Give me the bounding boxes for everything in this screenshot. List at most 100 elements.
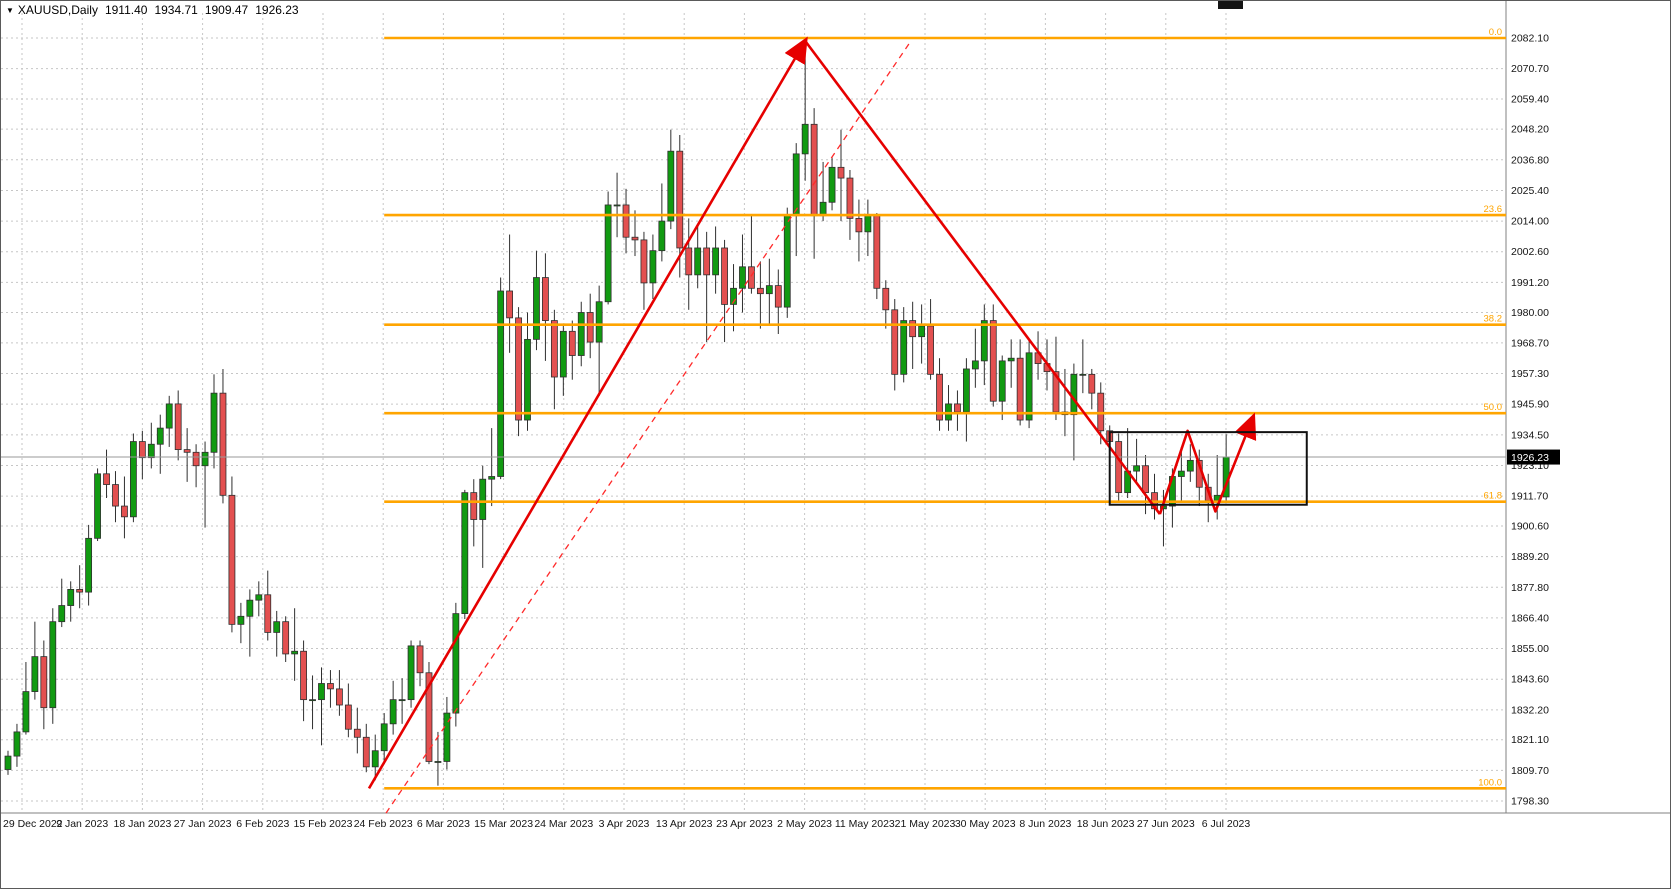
candle-body xyxy=(147,443,155,459)
trendline-uptrend[interactable] xyxy=(367,36,808,790)
candle-body xyxy=(649,250,657,284)
candle-body xyxy=(237,615,245,625)
time-axis-label: 6 Mar 2023 xyxy=(417,818,470,830)
candle-body xyxy=(891,309,899,375)
candle-body xyxy=(1133,465,1140,472)
fibonacci-level-label: 61.8 xyxy=(1484,491,1503,502)
price-axis-label: 2070.70 xyxy=(1511,63,1549,75)
candle-body xyxy=(980,320,988,362)
candle-body xyxy=(362,736,370,768)
candle-body xyxy=(694,247,702,276)
candle-body xyxy=(94,473,101,539)
candle-body xyxy=(739,266,746,289)
candle-body xyxy=(434,761,442,763)
time-axis-label: 15 Mar 2023 xyxy=(474,818,533,830)
candle-body xyxy=(31,656,39,692)
candle-body xyxy=(837,166,845,179)
candle-body xyxy=(685,247,693,276)
candle-body xyxy=(76,589,84,593)
candle-body xyxy=(604,204,612,303)
candle-body xyxy=(479,478,487,520)
candle-body xyxy=(353,728,361,738)
symbol-info: ▼ XAUUSD,Daily 1911.40 1934.71 1909.47 1926.2… xyxy=(6,3,306,17)
candle-body xyxy=(640,239,648,284)
candle-body xyxy=(971,360,979,370)
time-axis-label: 18 Jan 2023 xyxy=(113,818,171,830)
price-axis-label: 2002.60 xyxy=(1511,246,1549,258)
candle-body xyxy=(1088,373,1096,394)
candle-body xyxy=(210,392,218,453)
candle-body xyxy=(846,177,854,219)
candle-body xyxy=(954,403,961,413)
candle-body xyxy=(515,317,522,421)
candle-body xyxy=(631,236,639,241)
candle-body xyxy=(165,403,173,429)
current-price-label: 1926.23 xyxy=(1511,452,1549,464)
price-axis-label: 2082.10 xyxy=(1511,33,1549,45)
candle-body xyxy=(909,320,917,338)
time-axis-label: 18 Jun 2023 xyxy=(1077,818,1135,830)
candle-body xyxy=(810,123,818,217)
candle-body xyxy=(962,368,970,413)
time-axis-label: 15 Feb 2023 xyxy=(294,818,353,830)
candle-body xyxy=(828,166,836,203)
price-axis-label: 1889.20 xyxy=(1511,551,1549,563)
collapse-arrow-icon[interactable]: ▼ xyxy=(6,6,14,15)
trendline-projection-zigzag[interactable] xyxy=(1158,412,1257,515)
candle-body xyxy=(192,451,200,467)
trendline-downtrend[interactable] xyxy=(804,40,1161,515)
candle-body xyxy=(774,285,782,308)
fibonacci-level-label: 0.0 xyxy=(1489,27,1502,38)
price-axis-label: 1809.70 xyxy=(1511,765,1549,777)
candle-body xyxy=(792,153,800,217)
price-axis-label: 1900.60 xyxy=(1511,520,1549,532)
price-axis-label: 1843.60 xyxy=(1511,674,1549,686)
candle-body xyxy=(577,312,585,356)
price-axis-label: 1855.00 xyxy=(1511,643,1549,655)
candle-body xyxy=(67,589,75,606)
trendline-dashed-support[interactable] xyxy=(385,40,912,814)
candle-body xyxy=(765,285,773,295)
price-axis-label: 1832.20 xyxy=(1511,704,1549,716)
low-value: 1909.47 xyxy=(204,3,249,17)
candle-body xyxy=(255,594,263,601)
price-axis-label: 1866.40 xyxy=(1511,612,1549,624)
candle-body xyxy=(622,204,630,238)
candle-body xyxy=(586,312,594,343)
candle-body xyxy=(855,217,863,233)
candle-body xyxy=(873,215,881,289)
time-axis-label: 29 Dec 2022 xyxy=(3,818,63,830)
price-axis-label: 1968.70 xyxy=(1511,337,1549,349)
chart-shift-marker[interactable] xyxy=(1218,1,1243,9)
candle-body xyxy=(129,441,137,518)
fibonacci-level-label: 23.6 xyxy=(1484,204,1503,215)
candle-body xyxy=(864,215,872,233)
close-value: 1926.23 xyxy=(255,3,299,17)
candle-body xyxy=(1025,352,1033,421)
time-axis-label: 21 May 2023 xyxy=(895,818,956,830)
candle-body xyxy=(783,215,791,308)
candle-body xyxy=(40,656,48,709)
high-value: 1934.71 xyxy=(154,3,198,17)
candle-body xyxy=(998,360,1006,402)
candle-body xyxy=(309,699,316,702)
candle-body xyxy=(1079,373,1087,376)
candle-body xyxy=(318,683,325,701)
price-axis-label: 1821.10 xyxy=(1511,734,1549,746)
time-axis-label: 27 Jun 2023 xyxy=(1137,818,1195,830)
time-axis-label: 6 Jul 2023 xyxy=(1202,818,1251,830)
candle-body xyxy=(533,277,540,340)
candle-body xyxy=(506,290,513,319)
candle-body xyxy=(407,645,415,701)
price-axis-label: 1934.50 xyxy=(1511,429,1549,441)
candle-body xyxy=(488,476,496,480)
candle-body xyxy=(398,699,406,702)
candle-body xyxy=(461,492,469,615)
time-axis-label: 8 Jun 2023 xyxy=(1019,818,1071,830)
price-axis-label: 1911.70 xyxy=(1511,491,1548,503)
consolidation-rectangle[interactable] xyxy=(1108,431,1308,506)
candle-body xyxy=(613,204,621,207)
time-axis-label: 11 May 2023 xyxy=(835,818,895,830)
